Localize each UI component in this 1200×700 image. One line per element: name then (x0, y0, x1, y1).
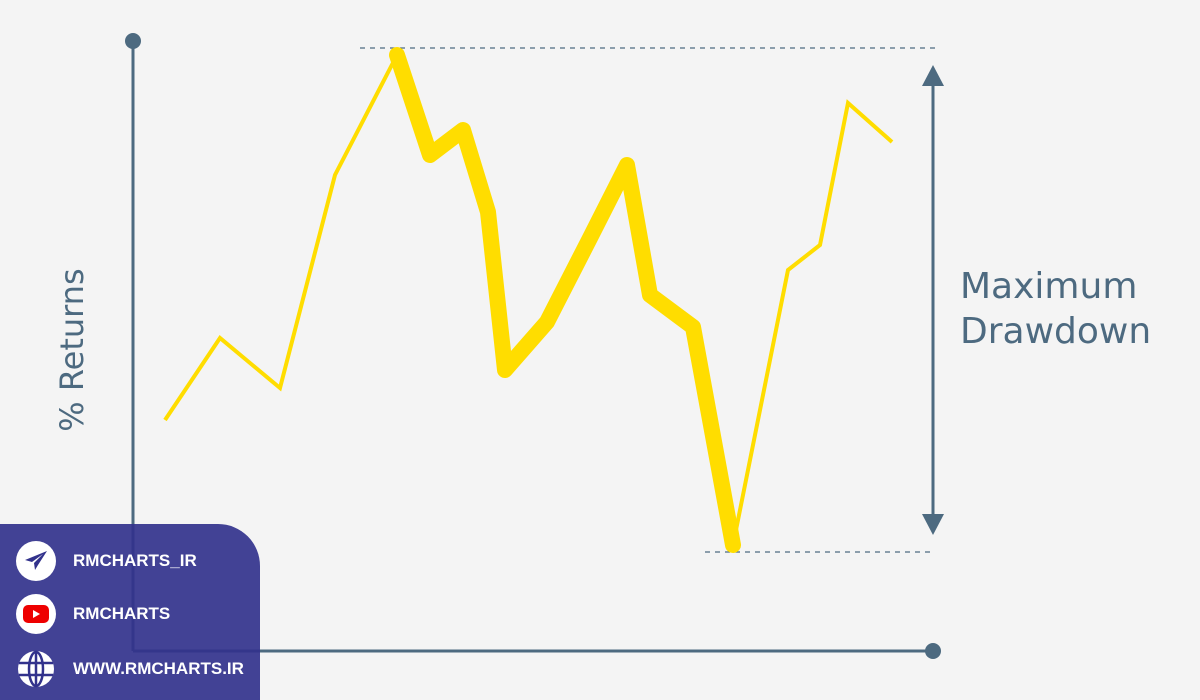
drawdown-segment (389, 47, 741, 553)
telegram-label: RMCHARTS_IR (73, 551, 197, 570)
arrow-up-head (922, 65, 944, 86)
returns-line-recovery (731, 99, 894, 546)
telegram-icon (16, 541, 56, 581)
arrow-down-head (922, 514, 944, 535)
youtube-link[interactable]: RMCHARTS (16, 594, 170, 634)
website-link[interactable]: WWW.RMCHARTS.IR (16, 649, 244, 689)
annotation-line-1: Maximum (960, 266, 1138, 307)
maximum-drawdown-label: Maximum Drawdown (960, 264, 1151, 354)
social-panel: RMCHARTS_IR RMCHARTS WWW.RMCHARTS.IR (0, 524, 260, 700)
y-axis-end-dot (125, 33, 141, 49)
youtube-icon (16, 594, 56, 634)
returns-line-before-peak (163, 54, 399, 422)
website-label: WWW.RMCHARTS.IR (73, 659, 244, 678)
youtube-label: RMCHARTS (73, 604, 171, 623)
y-axis-label: % Returns (53, 268, 91, 432)
x-axis-end-dot (925, 643, 941, 659)
telegram-link[interactable]: RMCHARTS_IR (16, 541, 197, 581)
globe-icon (16, 649, 56, 689)
annotation-line-2: Drawdown (960, 311, 1152, 352)
